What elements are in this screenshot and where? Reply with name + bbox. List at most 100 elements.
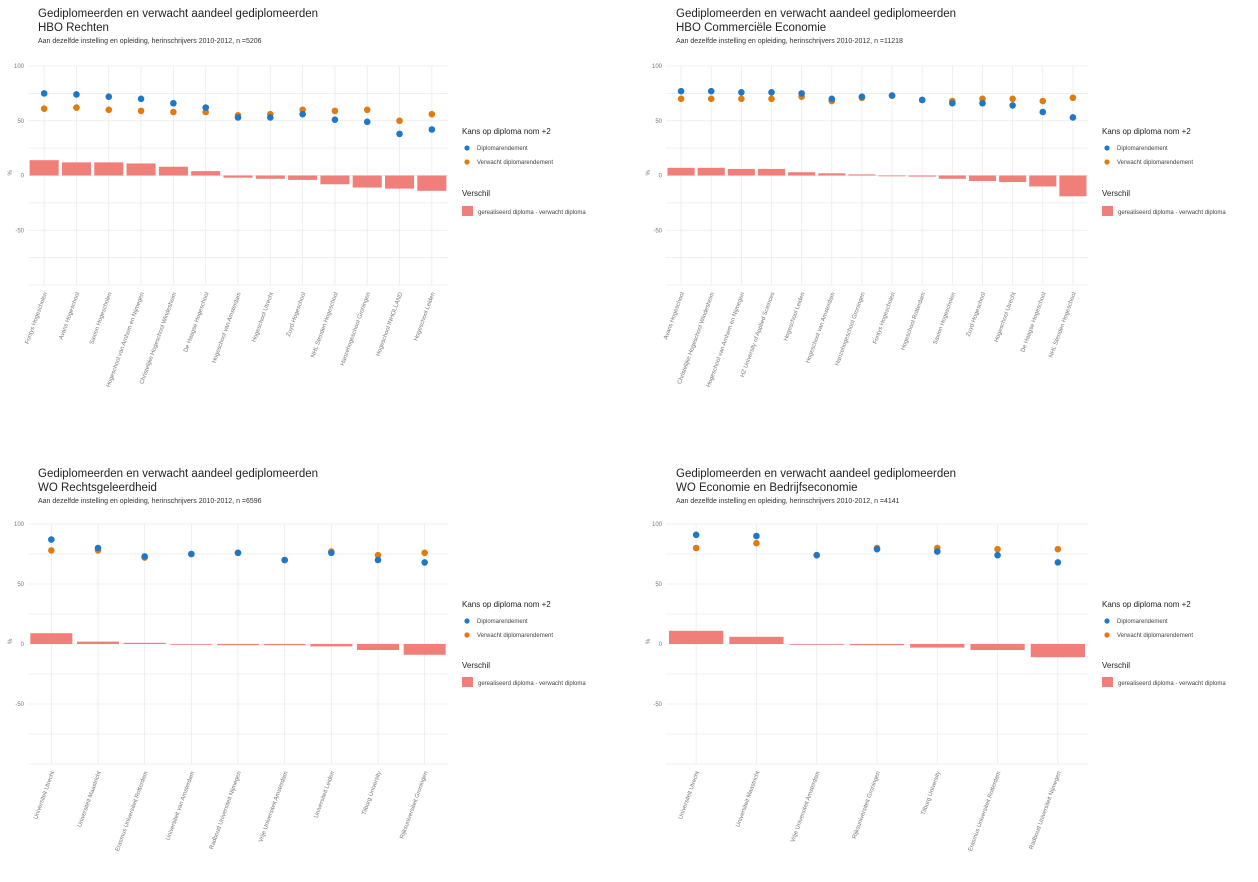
bar-verschil (191, 171, 221, 176)
legend-swatch-verschil (1102, 206, 1113, 216)
point-diploma (170, 99, 177, 107)
point-diploma (768, 88, 775, 96)
x-tick-label: Rijksuniversiteit Groningen (399, 771, 429, 840)
point-verwacht (1069, 94, 1077, 102)
x-tick-label: Tilburg University (921, 771, 942, 816)
point-diploma (234, 549, 242, 557)
bar-verschil (320, 175, 350, 185)
bar-verschil (938, 175, 966, 179)
x-tick-label: Radboud Universiteit Nijmegen (209, 771, 243, 851)
point-diploma (299, 110, 306, 118)
y-tick-label: -50 (653, 228, 662, 234)
y-axis-label: % (8, 638, 14, 644)
x-tick-label: Hanzehogeschool Groningen (835, 292, 867, 367)
x-tick-label: NHL Stenden Hogeschool (1049, 292, 1078, 359)
point-diploma (421, 559, 428, 566)
bar-verschil (757, 168, 786, 176)
legend-swatch-verwacht (1104, 159, 1110, 165)
x-tick-label: Hogeschool Leiden (783, 292, 806, 342)
chart-svg: Gediplomeerden en verwacht aandeel gedip… (646, 468, 1226, 852)
legend-diff-title: Verschil (462, 189, 490, 198)
bar-verschil (217, 644, 259, 646)
y-tick-label: 100 (14, 64, 25, 70)
plot-area: -50 0 50 100% Universiteit Utrecht Universite… (646, 522, 1088, 852)
point-verwacht (753, 539, 760, 547)
point-verwacht (137, 107, 145, 115)
point-diploma (428, 126, 436, 133)
x-tick-label: Saxion Hogescholen (89, 292, 113, 346)
bar-verschil (848, 174, 876, 176)
point-diploma (994, 551, 1001, 559)
bar-verschil (729, 636, 784, 644)
point-diploma (888, 92, 896, 99)
chart-subtitle: HBO Commerciële Economie (676, 22, 826, 34)
legend-diff-title: Verschil (1102, 189, 1130, 198)
bar-verschil (878, 175, 906, 177)
legend-item-diploma: Diplomarendement (477, 619, 528, 625)
point-diploma (328, 549, 335, 557)
y-tick-label: 50 (655, 119, 662, 125)
point-diploma (918, 96, 926, 104)
point-diploma (873, 545, 881, 553)
y-tick-label: 0 (659, 174, 663, 180)
x-tick-label: Erasmus Universiteit Rotterdam (968, 771, 1003, 853)
point-verwacht (707, 95, 715, 103)
point-verwacht (331, 107, 339, 115)
point-diploma (188, 550, 195, 558)
x-tick-label: Universiteit Leiden (314, 771, 337, 819)
chart-title: Gediplomeerden en verwacht aandeel gedip… (38, 468, 318, 480)
legend-swatch-diploma (1104, 145, 1110, 151)
x-tick-label: Fontys Hogescholen (25, 292, 49, 345)
legend-swatch-verwacht (464, 159, 470, 165)
point-diploma (73, 91, 80, 98)
point-diploma (1069, 114, 1077, 121)
bar-verschil (357, 644, 399, 650)
point-verwacht (428, 110, 436, 118)
legend-swatch-diploma (1104, 618, 1110, 624)
point-diploma (828, 95, 836, 103)
point-diploma (949, 99, 956, 107)
legend: Kans op diploma nom +2 Diplomarendement … (462, 600, 586, 687)
bar-verschil (789, 644, 844, 645)
legend-item-verwacht: Verwacht diplomarendement (477, 160, 553, 166)
bar-verschil (263, 644, 306, 646)
legend-title: Kans op diploma nom +2 (462, 127, 551, 136)
legend-item-diploma: Diplomarendement (1117, 146, 1168, 152)
y-tick-label: 0 (21, 642, 25, 648)
chart-svg: Gediplomeerden en verwacht aandeel gedip… (8, 8, 586, 388)
legend-diff-title: Verschil (462, 661, 490, 670)
point-diploma (396, 130, 403, 138)
chart-caption: Aan dezelfde instelling en opleiding, he… (676, 498, 900, 505)
point-verwacht (738, 95, 745, 103)
chart-subtitle: HBO Rechten (38, 22, 109, 34)
bar-verschil (123, 642, 166, 644)
x-tick-label: NHL Stenden Hogeschool (311, 292, 340, 359)
legend-diff-title: Verschil (1102, 661, 1130, 670)
legend-item-verwacht: Verwacht diplomarendement (1117, 633, 1193, 639)
legend-title: Kans op diploma nom +2 (1102, 600, 1191, 609)
point-verwacht (677, 95, 685, 103)
chart-subtitle: WO Rechtsgeleerdheid (38, 482, 157, 494)
legend-item-verwacht: Verwacht diplomarendement (1117, 160, 1193, 166)
legend-item-verschil: gerealiseerd diploma - verwacht diploma (1118, 210, 1226, 216)
legend-item-verwacht: Verwacht diplomarendement (477, 633, 553, 639)
y-axis-label: % (646, 170, 652, 176)
x-tick-label: Hogeschool van Amsterdam (212, 292, 243, 365)
chart-panel-hbo-rechten: Gediplomeerden en verwacht aandeel gedip… (0, 0, 625, 436)
bar-verschil (788, 172, 816, 176)
y-tick-label: -50 (653, 702, 662, 708)
x-tick-label: Vrije Universiteit Amsterdam (258, 771, 289, 844)
x-tick-label: Universiteit Maastricht (735, 770, 761, 828)
y-axis-label: % (646, 638, 652, 644)
legend-swatch-verschil (462, 677, 473, 687)
point-diploma (979, 99, 986, 107)
chart-title: Gediplomeerden en verwacht aandeel gedip… (676, 468, 956, 480)
legend: Kans op diploma nom +2 Diplomarendement … (1102, 600, 1226, 687)
chart-panel-hbo-commerciele-economie: Gediplomeerden en verwacht aandeel gedip… (636, 0, 1258, 436)
point-verwacht (396, 117, 403, 125)
legend-swatch-verwacht (464, 632, 470, 638)
bar-verschil (126, 163, 156, 176)
legend-swatch-verschil (462, 206, 473, 216)
x-tick-label: Saxion Hogescholen (933, 292, 957, 346)
point-verwacht (170, 108, 177, 116)
